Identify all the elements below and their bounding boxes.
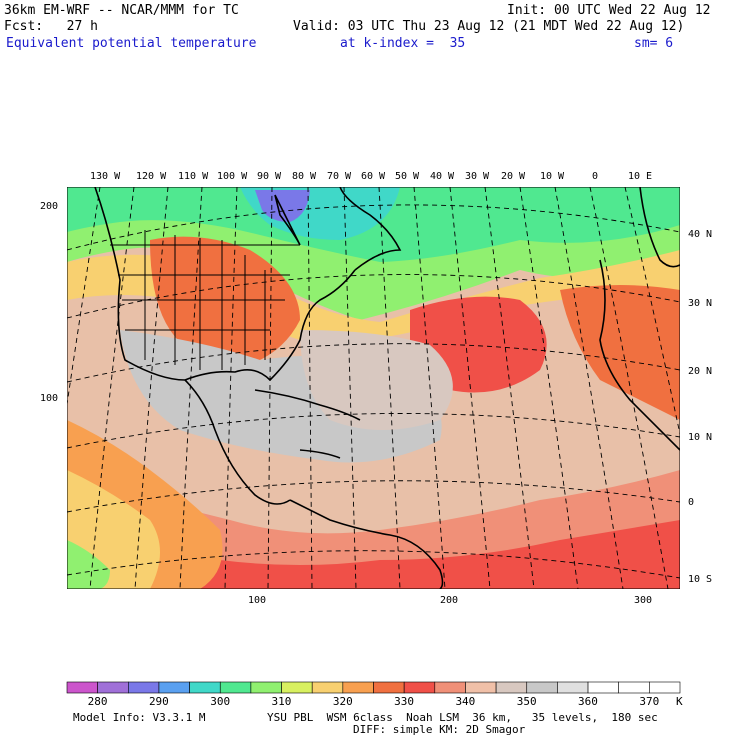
grid-y-label: 100 [40,393,59,404]
lon-label: 80 W [292,171,317,182]
colorbar-swatch [403,681,436,694]
colorbar-swatch [128,681,160,694]
colorbar-swatch [526,681,558,694]
valid-time: Valid: 03 UTC Thu 23 Aug 12 (21 MDT Wed … [293,19,685,34]
lon-label: 50 W [395,171,420,182]
lon-label: 110 W [178,171,209,182]
lon-label: 20 W [501,171,526,182]
colorbar-label: 370 [639,695,660,708]
colorbar-swatch [250,681,282,694]
physics-info: YSU PBL WSM 6class Noah LSM 36 km, 35 le… [267,711,658,724]
colorbar-swatch [189,681,221,694]
grid-x-label: 200 [440,595,459,606]
lat-label: 10 S [688,574,713,585]
colorbar-swatch [465,681,497,694]
field-patch-east [560,285,680,420]
field-patch-tan [300,330,453,430]
diffusion-info: DIFF: simple KM: 2D Smagor [353,723,526,736]
colorbar-swatch [434,681,466,694]
colorbar-swatch [97,681,129,694]
lon-label: 100 W [217,171,248,182]
lon-label: 70 W [327,171,352,182]
colorbar-swatch [342,681,374,694]
lon-label: 130 W [90,171,121,182]
colorbar-swatch [587,681,619,694]
field-band-coldest [255,190,310,222]
grid-x-label: 300 [634,595,653,606]
colorbar-label: 290 [148,695,169,708]
model-title: 36km EM-WRF -- NCAR/MMM for TC [4,3,239,18]
grid-x-label: 100 [248,595,267,606]
colorbar-swatch [373,681,405,694]
lon-label: 10 E [628,171,653,182]
lon-label: 120 W [136,171,167,182]
level-index: at k-index = 35 [340,36,466,51]
colorbar-swatch [66,681,98,694]
colorbar-swatch [311,681,344,694]
meridians [67,187,680,589]
lat-label: 0 [688,497,695,508]
grid-y-label: 200 [40,201,59,212]
lon-label: 40 W [430,171,455,182]
lat-label: 30 N [688,298,713,309]
colorbar-swatch [649,681,681,694]
field-patch-continental [150,236,300,370]
colorbar-swatch [281,681,313,694]
lon-label: 90 W [257,171,282,182]
lon-label: 0 [592,171,599,182]
colorbar-swatch [557,681,589,694]
lat-label: 20 N [688,366,713,377]
colorbar-label: 320 [332,695,353,708]
model-info: Model Info: V3.3.1 M [73,711,206,724]
field-band-south-red [67,520,680,589]
colorbar-label: 330 [394,695,415,708]
coastlines [94,187,680,589]
colorbar-unit: K [676,695,683,708]
colorbar-label: 280 [87,695,108,708]
colorbar-label: 340 [455,695,476,708]
forecast-hour: Fcst: 27 h [4,19,98,34]
smoothing-value: sm= 6 [634,36,674,51]
lon-label: 60 W [361,171,386,182]
field-name: Equivalent potential temperature [6,36,257,51]
init-time: Init: 00 UTC Wed 22 Aug 12 [507,3,711,18]
colorbar-swatch [495,681,528,694]
colorbar-label: 300 [210,695,231,708]
colorbar-swatch [219,681,252,694]
colorbar-swatch [158,681,190,694]
lon-label: 10 W [540,171,565,182]
lon-label: 30 W [465,171,490,182]
field-patch-pacific-green [67,540,110,589]
colorbar-label: 350 [516,695,537,708]
colorbar-swatch [618,681,650,694]
parallels [67,204,680,579]
state-borders [110,230,300,370]
lat-label: 40 N [688,229,713,240]
colorbar-label: 310 [271,695,292,708]
colorbar-label: 360 [578,695,598,708]
lat-label: 10 N [688,432,713,443]
